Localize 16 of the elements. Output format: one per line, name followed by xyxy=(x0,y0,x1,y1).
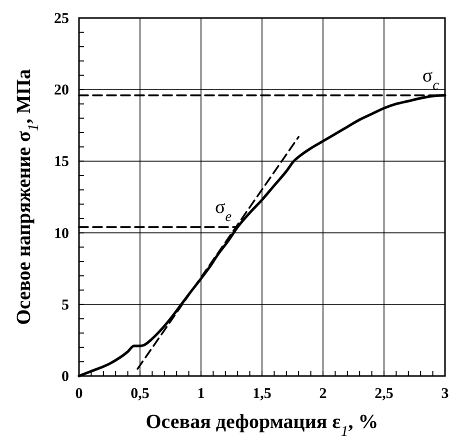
annotation: σ$_{c}$ xyxy=(422,65,440,94)
x-tick-label: 1 xyxy=(197,386,205,402)
y-tick-label: 10 xyxy=(54,226,69,242)
x-tick-label: 2 xyxy=(319,386,327,402)
y-tick-label: 25 xyxy=(54,11,69,27)
y-tick-label: 5 xyxy=(62,297,69,314)
x-tick-label: 1,5 xyxy=(252,386,272,402)
x-tick-label: 0 xyxy=(75,386,83,402)
x-tick-label: 0,5 xyxy=(130,386,150,402)
x-tick-label: 3 xyxy=(441,386,449,402)
y-tick-label: 0 xyxy=(62,369,69,385)
y-tick-label: 20 xyxy=(54,82,69,99)
x-axis-title: Осевая деформация ε$_{1}$, % xyxy=(146,411,378,440)
x-tick-label: 2,5 xyxy=(374,386,394,402)
annotation: σ$_{e}$ xyxy=(215,197,232,226)
y-tick-label: 15 xyxy=(54,154,69,170)
